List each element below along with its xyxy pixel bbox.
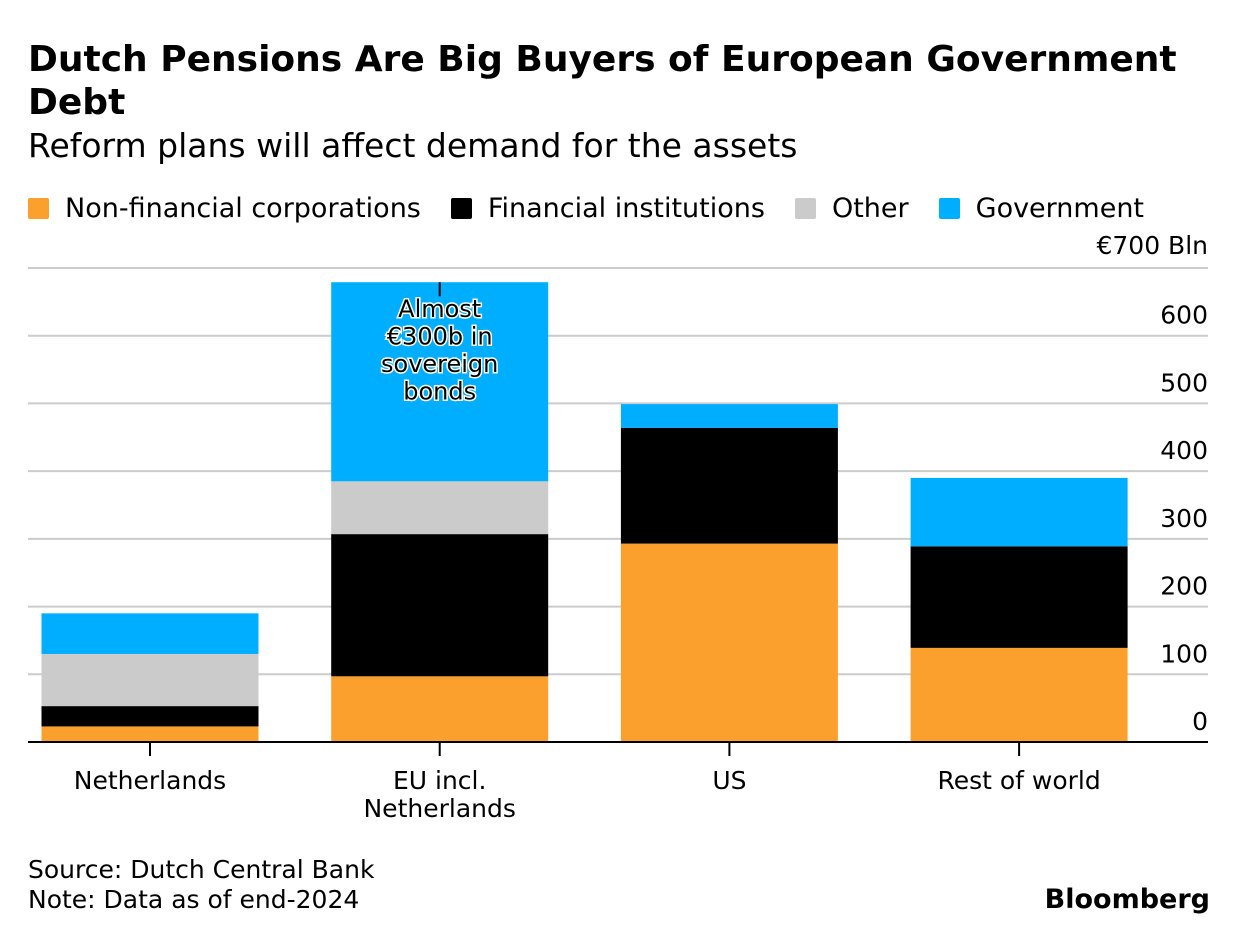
bar-segment xyxy=(910,546,1128,648)
legend-swatch-financial xyxy=(450,197,472,219)
data-note: Note: Data as of end-2024 xyxy=(28,885,360,914)
legend-item-non-financial: Non-financial corporations xyxy=(28,193,421,224)
bar-segment xyxy=(910,477,1128,547)
bar-segment xyxy=(620,543,838,742)
bar-segment xyxy=(910,647,1128,742)
legend-swatch-non-financial xyxy=(28,197,49,219)
legend-label-financial: Financial institutions xyxy=(487,192,765,224)
legend-item-government: Government xyxy=(938,192,1145,224)
annotation-text: bonds xyxy=(403,378,476,406)
y-tick-label: 300 xyxy=(1160,504,1208,533)
x-tick-label: EU incl. xyxy=(393,766,486,795)
y-tick-label: 600 xyxy=(1160,301,1208,330)
y-tick-label: 200 xyxy=(1160,572,1208,601)
annotation-text: Almost xyxy=(398,295,481,323)
y-tick-label: €700 Bln xyxy=(1096,231,1208,260)
bar-segment xyxy=(41,726,259,742)
source-note: Source: Dutch Central Bank xyxy=(28,855,375,884)
legend-swatch-other xyxy=(794,197,816,219)
bar-segment xyxy=(331,676,549,742)
x-tick-label: Rest of world xyxy=(937,766,1100,795)
bar-segment xyxy=(620,427,838,544)
chart-title: Dutch Pensions Are Big Buyers of Europea… xyxy=(28,39,1177,123)
bar-segment xyxy=(620,404,838,428)
legend-swatch-government xyxy=(938,197,960,219)
bar-segment xyxy=(41,613,259,654)
x-tick-label: Netherlands xyxy=(363,794,515,823)
x-tick-label: US xyxy=(712,766,746,795)
y-tick-label: 0 xyxy=(1192,707,1208,736)
bar-segment xyxy=(331,481,549,535)
bar-segment xyxy=(41,706,259,727)
footer: Source: Dutch Central Bank Note: Data as… xyxy=(28,855,374,915)
legend-label-other: Other xyxy=(831,192,909,224)
bloomberg-logo: Bloomberg xyxy=(1044,884,1210,915)
legend-label-non-financial: Non-financial corporations xyxy=(65,192,421,224)
annotation-text: sovereign xyxy=(381,350,498,378)
y-tick-label: 400 xyxy=(1160,436,1208,465)
bar-segment xyxy=(331,534,549,677)
x-tick-label: Netherlands xyxy=(74,766,226,795)
annotation-text: €300b in xyxy=(387,323,493,351)
legend: Non-financial corporations Financial ins… xyxy=(28,191,1174,225)
bar-segment xyxy=(331,282,549,482)
legend-item-other: Other xyxy=(794,192,909,224)
bar-segment xyxy=(41,653,259,707)
y-tick-label: 500 xyxy=(1160,368,1208,397)
legend-label-government: Government xyxy=(975,192,1145,224)
y-tick-label: 100 xyxy=(1160,639,1208,668)
legend-item-financial: Financial institutions xyxy=(450,192,765,224)
chart-subtitle: Reform plans will affect demand for the … xyxy=(28,126,798,165)
